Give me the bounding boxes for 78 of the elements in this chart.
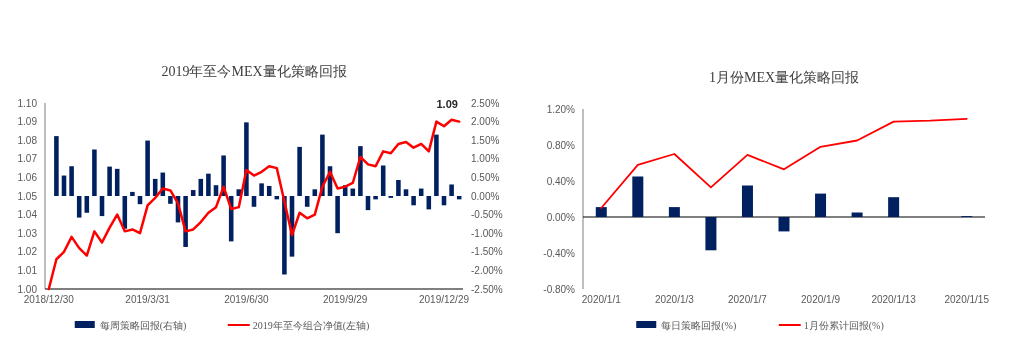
x-tick-label: 2020/1/1 [581, 294, 622, 305]
y-tick-label: 0.40% [546, 175, 576, 187]
y-tick-label: 0.00% [546, 211, 576, 223]
y-tick-label: 1.01 [17, 264, 38, 276]
legend-label: 每周策略回报(右轴) [99, 320, 187, 332]
bar [251, 196, 257, 207]
y2-tick-label: -2.50% [471, 283, 503, 295]
bar [259, 183, 264, 196]
bar [705, 217, 717, 251]
bar [403, 189, 409, 196]
bar [107, 166, 112, 196]
x-tick-label: 2020/1/7 [727, 294, 768, 305]
legend-label: 2019年至今组合净值(左轴) [252, 320, 370, 332]
y2-tick-label: 2.00% [471, 116, 500, 128]
y-tick-label: 0.80% [546, 139, 576, 151]
y-tick-label: 1.05 [17, 190, 38, 202]
y2-tick-label: 1.00% [471, 153, 500, 165]
y2-tick-label: -2.00% [471, 264, 503, 276]
bar [130, 191, 135, 196]
bar [449, 184, 454, 196]
y-tick-label: 1.00 [17, 283, 38, 295]
x-tick-label: 2019/6/30 [224, 294, 270, 305]
y2-tick-label: -0.50% [471, 209, 503, 221]
bar [668, 207, 680, 217]
bar [145, 140, 150, 196]
annotation: 1.09 [436, 97, 458, 110]
y-tick-label: 1.10 [17, 97, 38, 109]
y2-tick-label: -1.00% [471, 227, 503, 239]
y2-tick-label: 0.50% [471, 171, 500, 183]
x-tick-label: 2019/12/29 [418, 294, 470, 305]
bar [632, 176, 644, 217]
bar [778, 217, 790, 232]
bar [888, 197, 900, 217]
bar [76, 196, 82, 218]
x-tick-label: 2019/3/31 [125, 294, 171, 305]
bar [595, 207, 607, 217]
bar [206, 173, 211, 196]
x-tick-label: 2018/12/30 [23, 294, 75, 305]
bar [304, 196, 310, 207]
bar [396, 180, 401, 196]
line-series [600, 118, 968, 209]
bar [69, 166, 74, 196]
y-tick-label: 1.07 [17, 153, 38, 165]
bar [411, 196, 416, 206]
x-tick-label: 2019/9/29 [322, 294, 368, 305]
bar [92, 149, 97, 196]
y2-tick-label: 1.50% [471, 134, 500, 146]
bar [815, 193, 827, 217]
chart-title: 1月份MEX量化策略回报 [708, 70, 860, 85]
bar [741, 185, 753, 217]
y-tick-label: 1.06 [17, 171, 38, 183]
y-tick-label: 1.02 [17, 246, 38, 258]
y2-tick-label: -1.50% [471, 246, 503, 258]
y-tick-label: 1.20% [546, 103, 576, 115]
y2-tick-label: 0.00% [471, 190, 500, 202]
y-tick-label: -0.40% [543, 247, 576, 259]
x-tick-label: 2020/1/9 [801, 294, 841, 305]
x-tick-label: 2020/1/13 [871, 294, 917, 305]
y-tick-label: 1.04 [17, 209, 38, 221]
bar [434, 134, 439, 196]
y-tick-label: 1.09 [17, 116, 38, 128]
legend-label: 每日策略回报(%) [661, 320, 737, 332]
bar [312, 189, 318, 196]
y-tick-label: -0.80% [543, 283, 576, 295]
x-tick-label: 2020/1/3 [654, 294, 695, 305]
x-tick-label: 2020/1/15 [944, 294, 990, 305]
bar [297, 146, 302, 196]
bar [213, 185, 219, 196]
y2-tick-label: 2.50% [471, 97, 500, 109]
line-series [47, 118, 461, 291]
chart-title: 2019年至今MEX量化策略回报 [161, 64, 347, 79]
y-tick-label: 1.03 [17, 227, 38, 239]
bar [54, 136, 59, 196]
y-tick-label: 1.08 [17, 134, 38, 146]
bar [168, 196, 173, 204]
bar [335, 196, 340, 234]
legend-label: 1月份累计回报(%) [803, 320, 884, 332]
bar [373, 196, 378, 200]
